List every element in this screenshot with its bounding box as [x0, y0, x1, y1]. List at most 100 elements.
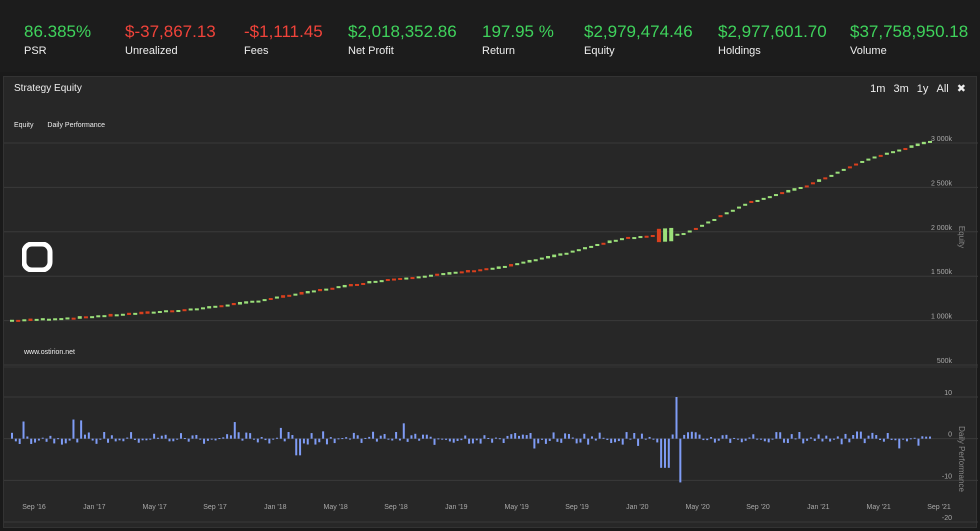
performance-bar	[57, 438, 60, 440]
performance-bar	[387, 438, 390, 440]
performance-bar	[836, 436, 839, 439]
equity-candle	[293, 293, 298, 296]
equity-candle	[225, 304, 230, 307]
performance-bar	[798, 431, 801, 439]
performance-bar	[229, 435, 232, 439]
stat-label: Net Profit	[348, 45, 394, 57]
performance-bar	[648, 436, 651, 439]
stat-label: Holdings	[718, 45, 761, 57]
performance-bar	[886, 433, 889, 439]
equity-candle	[324, 288, 329, 291]
range-3m-button[interactable]: 3m	[893, 83, 909, 95]
x-tick-label: Jan '21	[807, 504, 829, 511]
performance-bar	[364, 437, 367, 439]
performance-bar	[890, 438, 893, 440]
performance-bar	[118, 438, 121, 441]
equity-candle	[490, 267, 495, 270]
equity-candle	[435, 273, 440, 276]
equity-candle	[700, 224, 705, 227]
equity-candle	[83, 316, 88, 319]
equity-candle	[767, 196, 772, 199]
legend-equity[interactable]: Equity	[14, 122, 34, 129]
performance-bar	[310, 433, 313, 439]
performance-bar	[272, 438, 275, 440]
performance-bar	[395, 432, 398, 439]
close-icon[interactable]: ✖	[956, 83, 966, 95]
equity-candle	[478, 269, 483, 272]
equity-candle	[330, 287, 335, 290]
performance-bar	[675, 397, 678, 439]
performance-bar	[433, 438, 436, 445]
stat-label: Return	[482, 45, 516, 57]
performance-bar	[429, 436, 432, 439]
equity-candle	[219, 305, 224, 308]
equity-candle	[687, 230, 692, 233]
performance-bar	[241, 438, 244, 441]
performance-bar	[153, 433, 156, 439]
performance-bar	[279, 427, 282, 439]
performance-bar	[398, 438, 401, 441]
equity-candle	[502, 265, 507, 268]
range-1y-button[interactable]: 1y	[916, 83, 929, 95]
performance-bar	[809, 437, 812, 439]
performance-bar	[245, 432, 248, 439]
equity-candle	[693, 227, 698, 230]
stat-label: Fees	[244, 45, 269, 57]
performance-bar	[199, 438, 202, 440]
x-tick-label: May '18	[324, 504, 348, 511]
performance-bar	[37, 438, 40, 441]
range-1m-button[interactable]: 1m	[870, 83, 886, 95]
performance-bar	[610, 438, 613, 444]
performance-bar	[460, 438, 463, 441]
performance-bar	[687, 432, 690, 439]
x-tick-label: Sep '17	[203, 504, 227, 511]
equity-candle	[810, 182, 815, 185]
performance-bar	[141, 438, 144, 441]
performance-bar	[817, 434, 820, 439]
equity-candle	[903, 148, 908, 151]
performance-bar	[625, 432, 628, 439]
equity-candle	[798, 186, 803, 189]
range-all-button[interactable]: All	[936, 83, 949, 95]
ostirion-logo-icon	[22, 242, 53, 272]
legend-daily-performance[interactable]: Daily Performance	[47, 122, 105, 129]
performance-bar	[867, 435, 870, 439]
equity-candle	[891, 151, 896, 154]
performance-bar	[406, 438, 409, 442]
performance-bar	[180, 433, 183, 439]
performance-bar	[379, 435, 382, 439]
performance-bar	[276, 437, 279, 439]
performance-bar	[725, 434, 728, 439]
x-tick-label: Sep '18	[384, 504, 408, 511]
performance-bar	[498, 438, 501, 440]
performance-bar	[137, 438, 140, 443]
equity-candle	[613, 239, 618, 242]
performance-bar	[802, 438, 805, 444]
performance-bar	[871, 432, 874, 439]
equity-candle	[582, 247, 587, 250]
performance-bar	[502, 438, 505, 444]
performance-bar	[494, 437, 497, 439]
equity-candle	[342, 284, 347, 288]
equity-candle	[570, 250, 575, 253]
performance-bar	[318, 438, 321, 443]
equity-candle	[878, 154, 883, 157]
x-tick-label: May '21	[867, 504, 891, 511]
performance-bar	[99, 438, 102, 440]
performance-bar	[41, 437, 44, 439]
equity-candle	[410, 277, 415, 280]
performance-bar	[360, 438, 363, 443]
equity-candle	[669, 227, 674, 242]
performance-bar	[794, 438, 797, 440]
performance-bar	[552, 432, 555, 439]
performance-bar	[587, 438, 590, 445]
equity-candle	[829, 174, 834, 177]
performance-bar	[633, 433, 636, 439]
performance-bar	[464, 435, 467, 439]
equity-candle	[336, 286, 341, 289]
performance-bar	[637, 438, 640, 446]
performance-bar	[598, 432, 601, 439]
performance-bar	[76, 438, 79, 443]
equity-candle	[897, 149, 902, 152]
stat-return: 197.95 % Return	[482, 22, 554, 57]
